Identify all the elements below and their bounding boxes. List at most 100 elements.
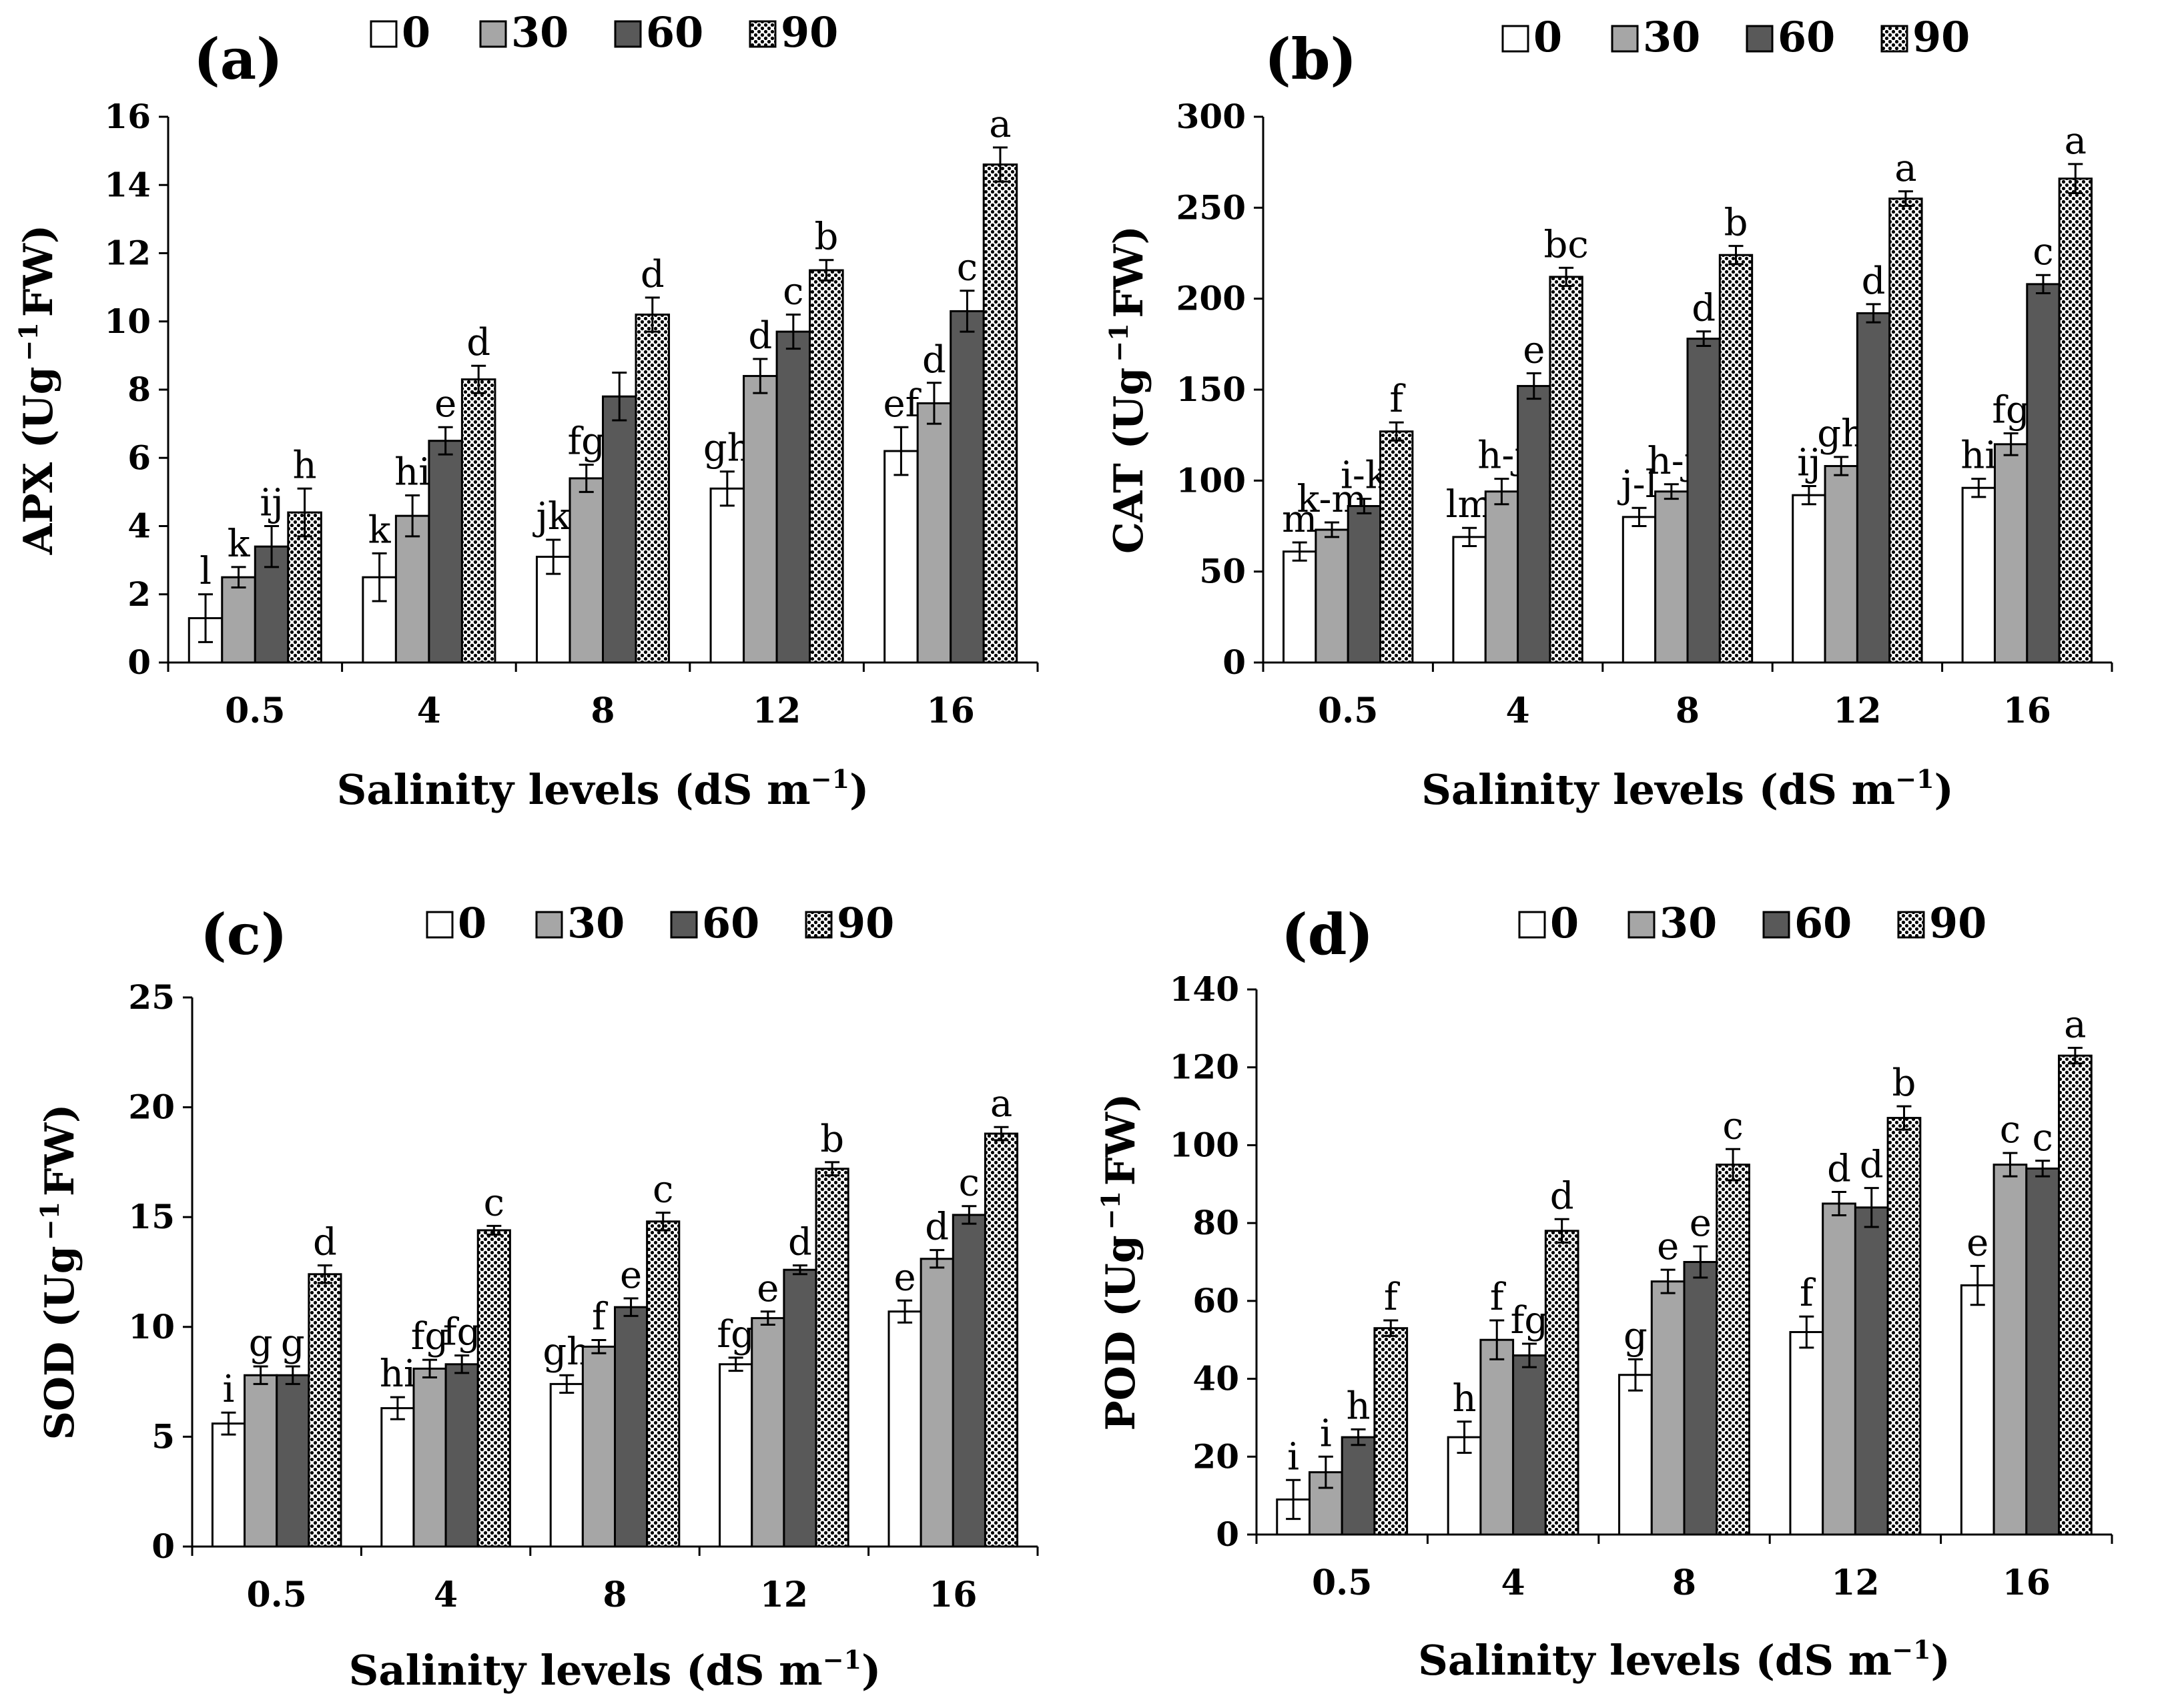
- significance-label: a: [989, 103, 1011, 146]
- significance-label: ij: [1797, 442, 1820, 485]
- bar: [1484, 490, 1519, 664]
- panel-label: (d): [1281, 901, 1373, 967]
- bar: [1650, 1280, 1686, 1536]
- bar: [646, 1220, 681, 1548]
- bar: [221, 576, 256, 664]
- legend: 0 30 60 90: [1501, 13, 1970, 61]
- legend-swatch-2: [614, 20, 642, 48]
- significance-label: f: [1800, 1272, 1816, 1315]
- y-tick-label: 20: [128, 1088, 175, 1127]
- y-axis-label: CAT (Ug −1 FW): [1104, 226, 1152, 554]
- bar: [1621, 516, 1657, 664]
- y-tick-label: 15: [128, 1197, 175, 1236]
- y-axis-label-tail: FW): [37, 1104, 83, 1196]
- x-tick-label: 4: [417, 691, 441, 731]
- y-tick-label: 250: [1176, 187, 1246, 227]
- panel-label: (a): [194, 26, 283, 92]
- y-axis-label: POD (Ug −1 FW): [1096, 1094, 1144, 1431]
- significance-label: g: [249, 1322, 273, 1365]
- bar: [2025, 1167, 2061, 1536]
- x-axis-label-sup: −1: [823, 1645, 861, 1675]
- panel-label: (c): [200, 901, 288, 967]
- x-tick-label: 8: [591, 691, 615, 731]
- legend-label-3: 90: [781, 8, 838, 57]
- significance-label: d: [1860, 1144, 1884, 1187]
- y-tick-label: 100: [1170, 1125, 1239, 1164]
- x-tick-label: 4: [1501, 1563, 1525, 1603]
- significance-label: d: [1862, 260, 1886, 303]
- x-tick-label: 8: [603, 1575, 627, 1615]
- significance-label: a: [2064, 1003, 2086, 1047]
- bar: [460, 378, 496, 664]
- bar: [952, 1214, 986, 1548]
- bar: [950, 310, 985, 664]
- x-tick-label: 16: [2003, 1563, 2051, 1603]
- x-tick-label: 12: [1831, 1563, 1879, 1603]
- bar: [635, 314, 671, 664]
- significance-label: f: [1384, 1276, 1401, 1319]
- x-axis-label-sup: −1: [811, 764, 849, 794]
- significance-label: c: [783, 270, 803, 314]
- bar: [549, 1382, 584, 1548]
- bar: [1822, 1202, 1856, 1536]
- legend-swatch-0: [370, 20, 398, 48]
- x-tick-label: 16: [927, 691, 975, 731]
- significance-label: c: [957, 246, 978, 290]
- bar: [1888, 197, 1923, 664]
- bar: [1792, 494, 1826, 664]
- bar: [1789, 1331, 1824, 1536]
- y-axis-label-main: SOD (Ug: [37, 1246, 83, 1440]
- significance-label: k: [228, 522, 251, 566]
- y-tick-label: 50: [1199, 552, 1246, 591]
- y-tick-label: 14: [104, 165, 151, 204]
- y-axis-label: SOD (Ug −1 FW): [35, 1104, 83, 1440]
- significance-label: c: [653, 1168, 673, 1212]
- bar: [308, 1273, 342, 1548]
- y-tick-label: 2: [127, 574, 151, 614]
- significance-label: l: [200, 550, 212, 593]
- significance-label: e: [1523, 328, 1545, 372]
- legend-swatch-3: [1897, 911, 1925, 939]
- bar: [444, 1363, 479, 1548]
- x-tick-label: 0.5: [1312, 1563, 1372, 1603]
- legend-swatch-1: [1627, 911, 1656, 939]
- chart-panel-4: (d) 0 30 60 900204060801001201400.5iihf4hffg…: [1096, 899, 2113, 1685]
- significance-label: bc: [1543, 223, 1588, 266]
- legend-swatch-1: [479, 20, 507, 48]
- y-tick-label: 20: [1192, 1436, 1239, 1476]
- x-axis-label-tail: ): [1931, 1636, 1950, 1685]
- y-axis-label: APX (Ug −1 FW): [13, 225, 62, 555]
- x-tick-label: 4: [434, 1575, 458, 1615]
- significance-label: d: [466, 321, 490, 364]
- bar: [1315, 528, 1349, 664]
- legend-swatch-1: [535, 911, 563, 939]
- legend-label-0: 0: [1550, 899, 1579, 947]
- significance-label: d: [313, 1221, 337, 1264]
- bar: [887, 1310, 922, 1548]
- legend-label-3: 90: [1929, 899, 1986, 947]
- significance-label: e: [1690, 1202, 1712, 1245]
- bar: [1686, 338, 1721, 664]
- significance-label: a: [1894, 147, 1916, 190]
- significance-label: e: [1657, 1225, 1679, 1268]
- bar: [428, 440, 463, 664]
- y-tick-label: 60: [1192, 1281, 1239, 1320]
- y-tick-label: 8: [127, 370, 151, 409]
- significance-label: fg: [1511, 1299, 1549, 1342]
- legend-swatch-0: [1518, 911, 1546, 939]
- panel-label: (b): [1264, 26, 1357, 92]
- bar: [394, 514, 430, 664]
- bar: [2058, 177, 2093, 664]
- bar: [569, 477, 605, 664]
- legend-swatch-2: [670, 911, 698, 939]
- y-axis-label-main: POD (Ug: [1098, 1235, 1144, 1430]
- y-axis-label-main: CAT (Ug: [1106, 368, 1152, 554]
- significance-label: fg: [443, 1311, 481, 1354]
- bar: [815, 1168, 849, 1548]
- significance-label: ij: [260, 482, 283, 525]
- bar: [1716, 1164, 1750, 1536]
- chart-panel-2: (b) 0 30 60 900501001502002503000.5mk-mi-kf4…: [1104, 13, 2113, 814]
- significance-label: d: [788, 1221, 812, 1264]
- bar: [1618, 1374, 1653, 1536]
- bar: [380, 1407, 415, 1548]
